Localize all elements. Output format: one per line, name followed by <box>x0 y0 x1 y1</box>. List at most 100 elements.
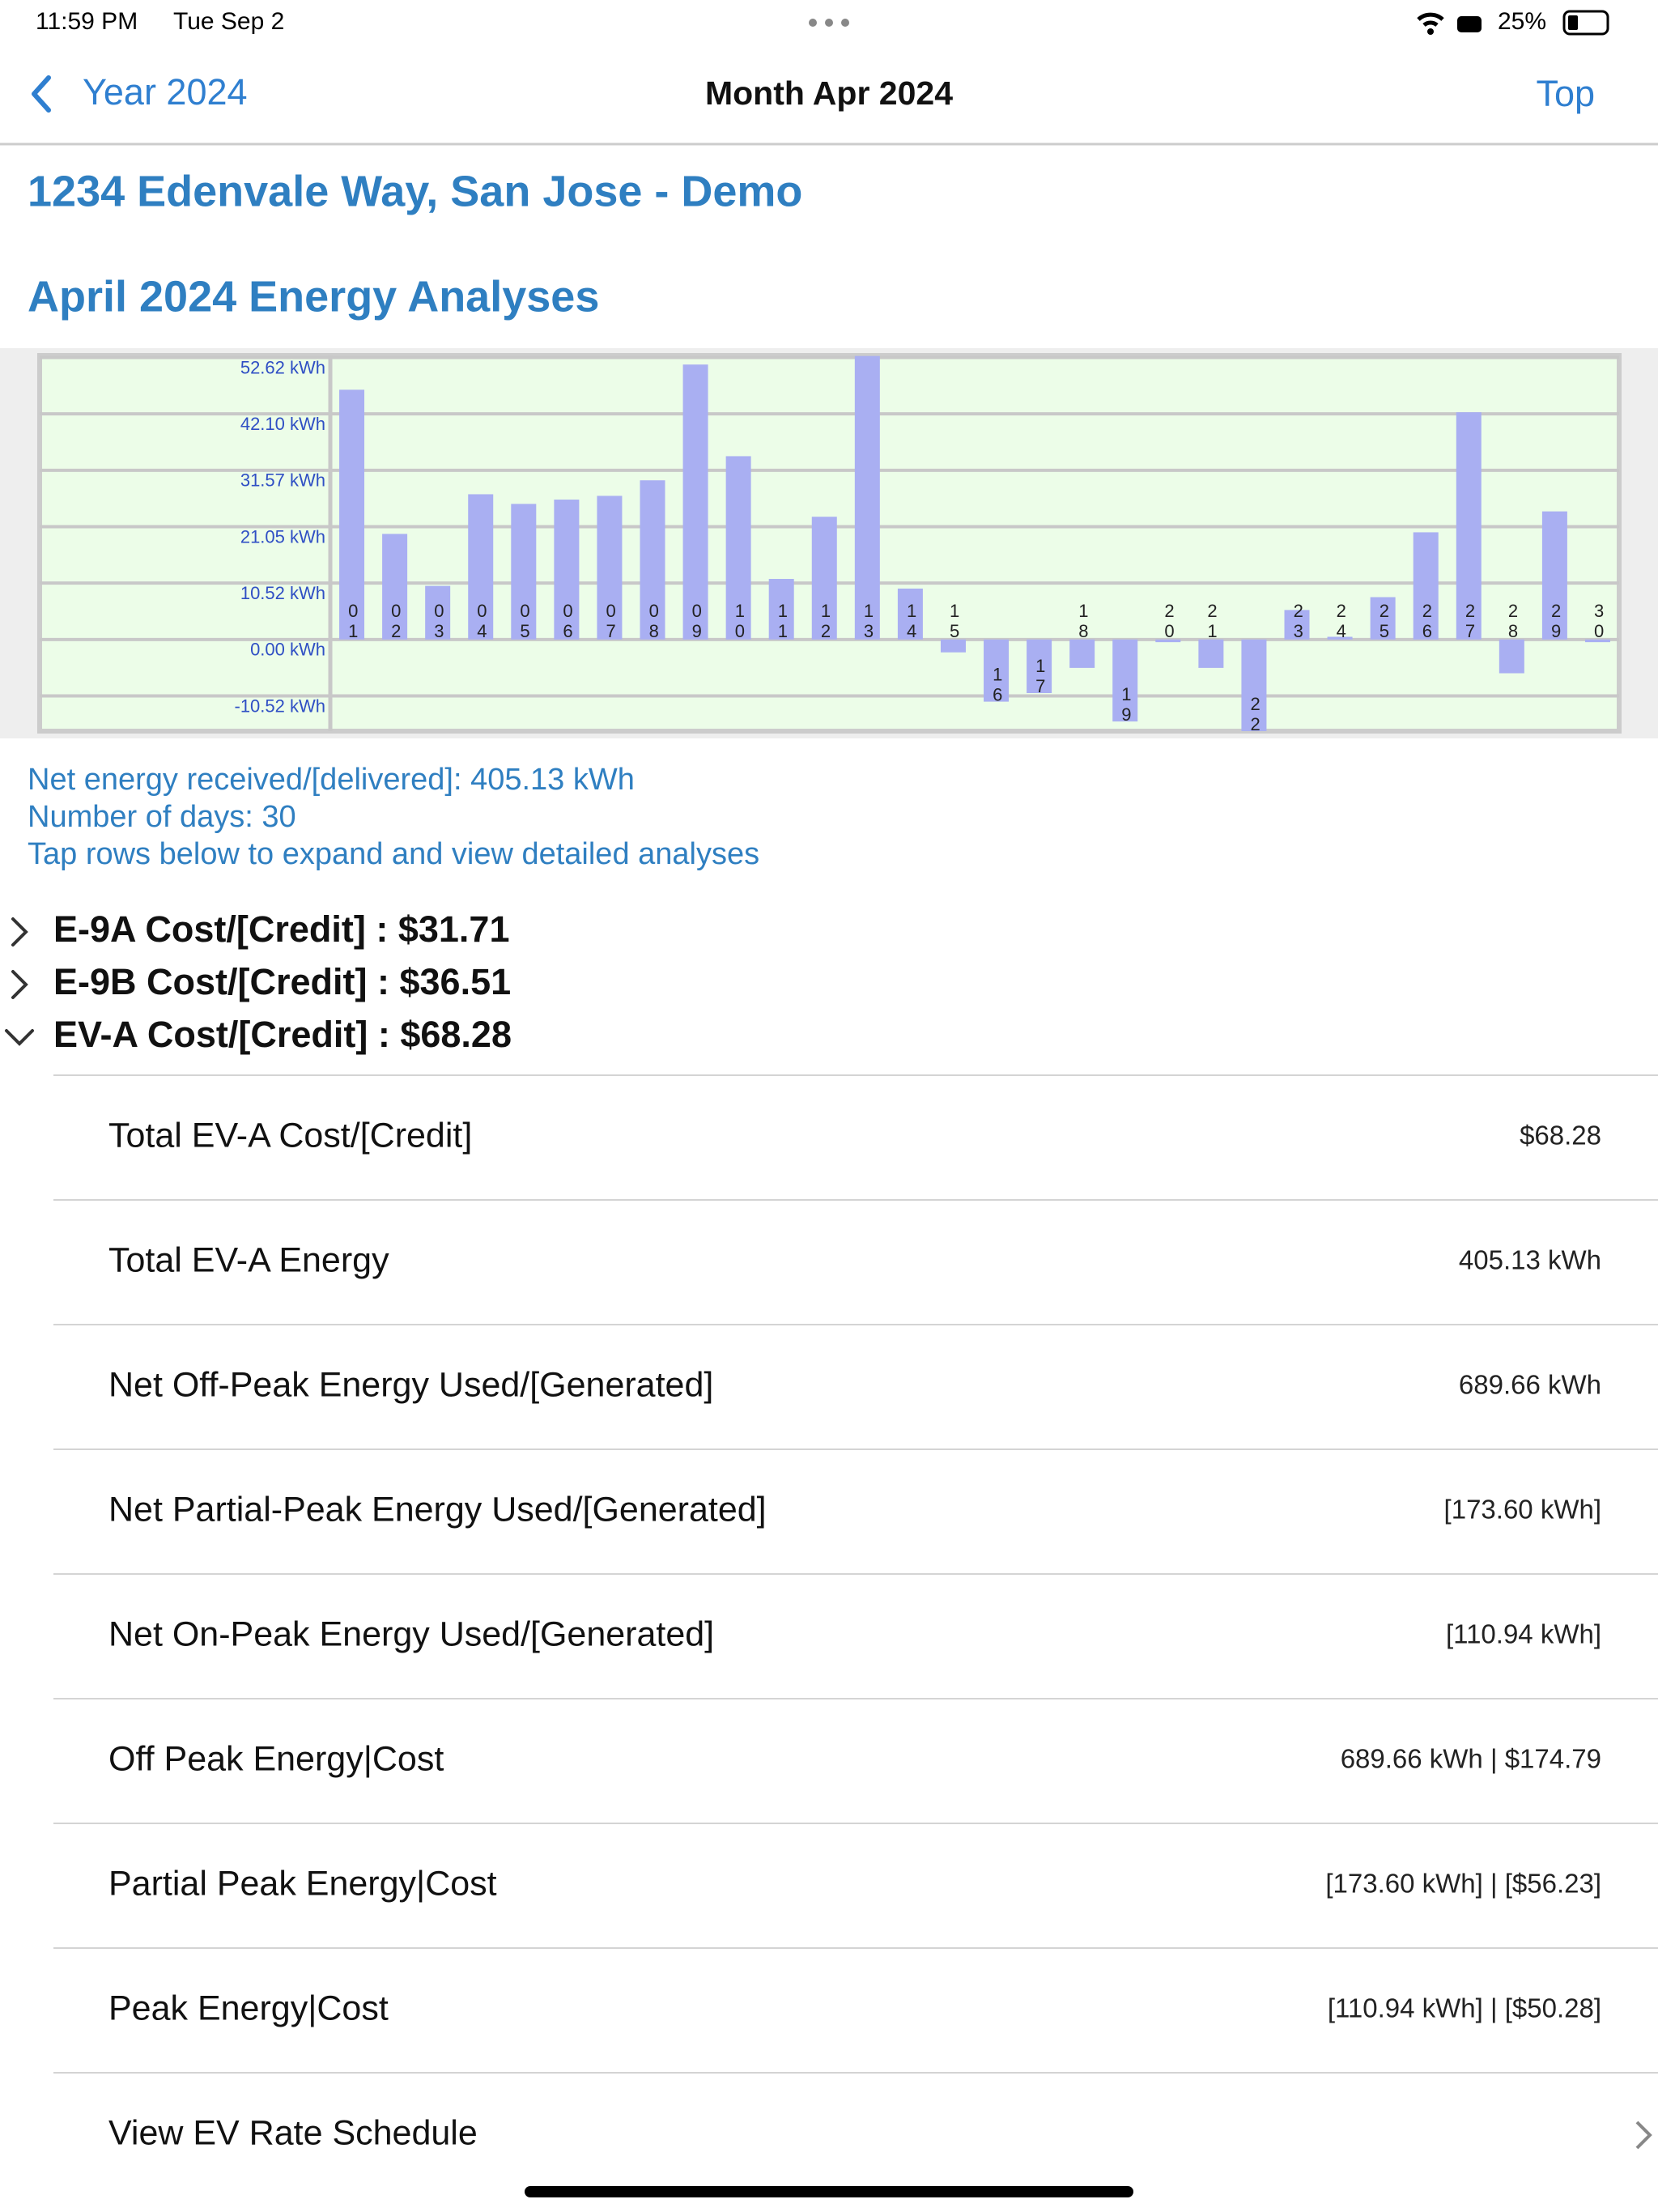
summary-line: Number of days: 30 <box>28 800 296 834</box>
x-tick-label: 23 <box>1288 601 1308 641</box>
x-tick-label: 01 <box>343 601 363 641</box>
section-header[interactable]: E-9B Cost/[Credit] : $36.51 <box>53 961 511 1002</box>
bar <box>1541 511 1567 640</box>
summary-line: Net energy received/[delivered]: 405.13 … <box>28 763 635 797</box>
bar <box>597 496 623 640</box>
x-tick-label: 08 <box>644 601 664 641</box>
row-value: [173.60 kWh] | [$56.23] <box>1325 1869 1601 1899</box>
row-label[interactable]: Partial Peak Energy|Cost <box>108 1864 497 1903</box>
bar <box>984 639 1010 702</box>
row-value: [110.94 kWh] | [$50.28] <box>1328 1993 1601 2023</box>
row-value: 689.66 kWh | $174.79 <box>1341 1744 1601 1774</box>
bar <box>425 585 451 640</box>
bar <box>382 534 408 640</box>
bar <box>1370 597 1396 640</box>
x-tick-label: 14 <box>902 601 922 641</box>
row-label[interactable]: Total EV-A Cost/[Credit] <box>108 1116 472 1155</box>
summary: Net energy received/[delivered]: 405.13 … <box>28 763 759 871</box>
x-tick-label: 25 <box>1374 601 1394 641</box>
y-tick-label: 21.05 kWh <box>240 526 325 547</box>
bar <box>811 517 837 640</box>
status-time: 11:59 PM <box>36 8 138 35</box>
bar <box>468 494 494 640</box>
bar <box>725 456 751 640</box>
y-tick-label: 31.57 kWh <box>240 470 325 491</box>
x-tick-label: 17 <box>1031 656 1051 696</box>
x-tick-label: 26 <box>1417 601 1437 641</box>
x-tick-label: 30 <box>1589 601 1609 641</box>
x-tick-label: 27 <box>1460 601 1480 641</box>
row-label[interactable]: Peak Energy|Cost <box>108 1989 389 2027</box>
y-tick-label: 10.52 kWh <box>240 583 325 603</box>
nav-title: Month Apr 2024 <box>705 74 953 112</box>
bar <box>1413 532 1439 640</box>
y-tick-label: -10.52 kWh <box>235 696 326 716</box>
y-tick-label: 42.10 kWh <box>240 414 325 434</box>
bar <box>768 579 794 640</box>
bar <box>1112 639 1138 722</box>
bar <box>1027 639 1052 694</box>
bar <box>682 364 708 640</box>
section-chevron[interactable] <box>11 917 28 946</box>
row-label[interactable]: Net On-Peak Energy Used/[Generated] <box>108 1614 714 1653</box>
x-tick-label: 02 <box>386 601 406 641</box>
x-tick-label: 09 <box>687 601 707 641</box>
section-chevron[interactable] <box>5 1029 34 1046</box>
row-label[interactable]: Total EV-A Energy <box>108 1240 389 1279</box>
row-chevron <box>1635 2121 1652 2150</box>
multitask-dots <box>809 19 849 27</box>
bar <box>1499 639 1524 674</box>
row-value: $68.28 <box>1520 1121 1601 1151</box>
page-title: April 2024 Energy Analyses <box>28 272 599 321</box>
x-tick-label: 24 <box>1331 601 1351 641</box>
section-chevron[interactable] <box>11 970 28 999</box>
back-chevron[interactable] <box>32 75 51 113</box>
battery-percent: 25% <box>1498 8 1546 35</box>
wifi-icon <box>1417 12 1444 28</box>
row-value: 405.13 kWh <box>1459 1245 1601 1275</box>
bar <box>339 389 365 640</box>
x-tick-label: 12 <box>815 601 835 641</box>
bar <box>940 639 966 653</box>
bar <box>1327 636 1353 640</box>
x-tick-label: 04 <box>472 601 492 641</box>
bar <box>1584 639 1610 643</box>
row-value: [110.94 kWh] <box>1446 1619 1601 1649</box>
home-indicator <box>525 2186 1133 2197</box>
top-button[interactable]: Top <box>1536 73 1595 114</box>
row-label[interactable]: Net Partial-Peak Energy Used/[Generated] <box>108 1490 767 1529</box>
x-tick-label: 28 <box>1503 601 1524 641</box>
bar <box>1069 639 1095 668</box>
x-tick-label: 21 <box>1202 601 1222 641</box>
x-tick-label: 22 <box>1245 694 1265 734</box>
row-label[interactable]: Net Off-Peak Energy Used/[Generated] <box>108 1365 713 1404</box>
section-header[interactable]: E-9A Cost/[Credit] : $31.71 <box>53 908 509 950</box>
x-tick-label: 20 <box>1159 601 1180 641</box>
car-icon <box>1457 16 1482 32</box>
row-label[interactable]: View EV Rate Schedule <box>108 2113 478 2152</box>
x-tick-label: 29 <box>1546 601 1567 641</box>
y-tick-label: 0.00 kWh <box>250 640 325 660</box>
x-tick-label: 16 <box>988 665 1008 705</box>
detail-rows: Total EV-A Cost/[Credit] $68.28 Total EV-A… <box>53 1074 1658 2152</box>
bar <box>1456 412 1482 640</box>
x-tick-label: 11 <box>772 601 793 641</box>
x-tick-label: 05 <box>515 601 535 641</box>
chart: 52.62 kWh 42.10 kWh 31.57 kWh 21.05 kWh 10.5… <box>0 348 1658 738</box>
battery-level <box>1568 15 1578 30</box>
row-label[interactable]: Off Peak Energy|Cost <box>108 1739 444 1778</box>
bar <box>854 355 880 640</box>
section-header[interactable]: EV-A Cost/[Credit] : $68.28 <box>53 1014 512 1055</box>
bar <box>897 588 923 640</box>
row-value: 689.66 kWh <box>1459 1370 1601 1400</box>
sections: E-9A Cost/[Credit] : $31.71 E-9B Cost/[Cr… <box>5 908 512 1055</box>
wifi-dot <box>1427 28 1434 35</box>
x-tick-label: 03 <box>429 601 449 641</box>
x-tick-label: 13 <box>859 601 879 641</box>
bar <box>1284 610 1310 640</box>
back-button[interactable]: Year 2024 <box>83 71 248 113</box>
bar <box>554 500 580 640</box>
bar <box>1155 639 1181 643</box>
x-tick-label: 07 <box>601 601 621 641</box>
